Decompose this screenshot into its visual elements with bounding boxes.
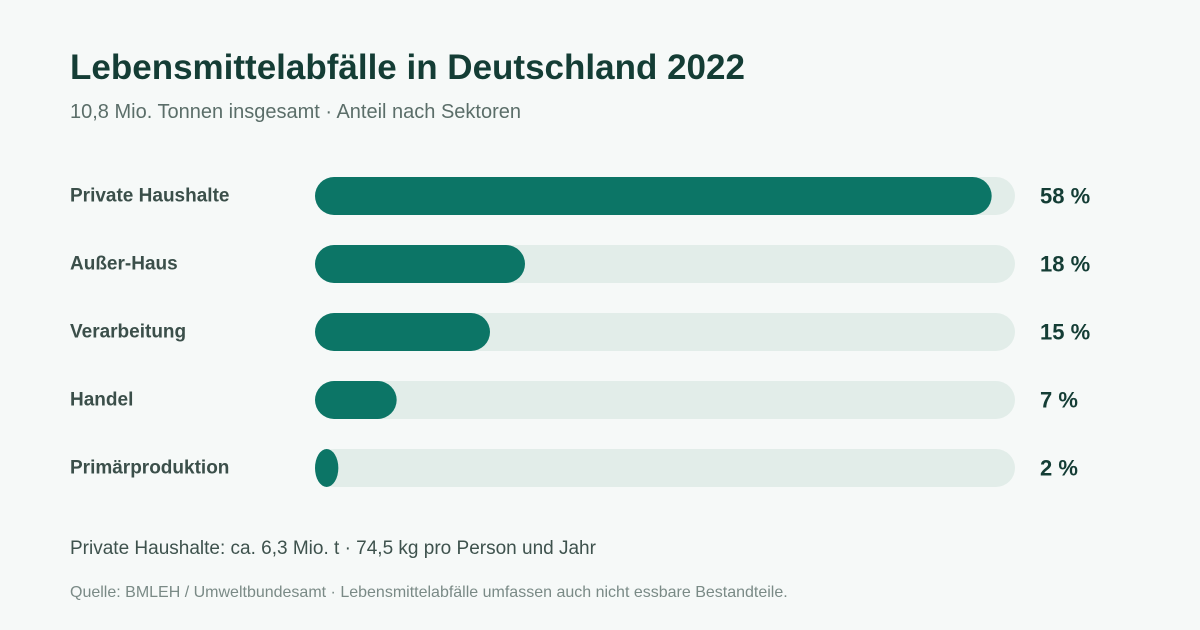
value-label: 18 % — [1040, 252, 1090, 277]
value-label: 7 % — [1040, 388, 1078, 413]
value-label: 58 % — [1040, 184, 1090, 209]
category-label: Primärproduktion — [70, 458, 229, 479]
bar — [315, 381, 397, 419]
bar — [315, 449, 339, 487]
chart-subtitle: 10,8 Mio. Tonnen insgesamt · Anteil nach… — [70, 101, 522, 123]
bar-chart: Private Haushalte 58 % Außer-Haus 18 % Verar… — [70, 177, 1090, 487]
source-note: Quelle: BMLEH / Umweltbundesamt · Lebens… — [70, 584, 788, 601]
category-label: Handel — [70, 390, 133, 411]
bar — [315, 313, 490, 351]
bar — [315, 177, 992, 215]
value-label: 15 % — [1040, 320, 1090, 345]
category-label: Verarbeitung — [70, 322, 186, 343]
footnote: Private Haushalte: ca. 6,3 Mio. t · 74,5… — [70, 538, 596, 559]
bar-track — [315, 381, 1015, 419]
bar-track — [315, 449, 1015, 487]
chart-title: Lebensmittelabfälle in Deutschland 2022 — [70, 48, 745, 87]
value-label: 2 % — [1040, 456, 1078, 481]
bar — [315, 245, 525, 283]
bar-track — [315, 313, 1015, 351]
category-label: Private Haushalte — [70, 186, 229, 207]
category-label: Außer-Haus — [70, 254, 178, 275]
